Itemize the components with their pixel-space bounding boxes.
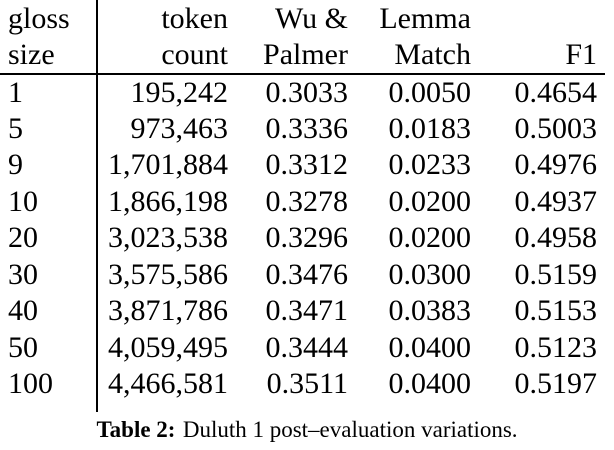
table-body: 1 195,242 0.3033 0.0050 0.4654 5 973,463… — [0, 74, 605, 412]
cell-lemma-match: 0.0200 — [388, 221, 472, 255]
header-f1: F1 — [471, 37, 605, 75]
header-gloss: gloss — [0, 0, 98, 37]
cell-token-count: 1,701,884 — [108, 148, 228, 182]
cell-wu-palmer: 0.3476 — [265, 257, 349, 291]
cell-lemma-match: 0.0383 — [388, 294, 472, 328]
cell-token-count: 1,866,198 — [108, 184, 228, 218]
cell-wu-palmer: 0.3312 — [265, 148, 349, 182]
header-wu: Wu & — [275, 1, 348, 35]
cell-token-count: 973,463 — [130, 111, 229, 145]
table-row: 50 4,059,495 0.3444 0.0400 0.5123 — [0, 329, 605, 366]
cell-lemma-match: 0.0400 — [388, 367, 472, 401]
header-lemma: Lemma — [379, 1, 471, 35]
cell-token-count: 3,023,538 — [108, 221, 228, 255]
cell-f1: 0.5197 — [514, 367, 598, 401]
table-row: 1 195,242 0.3033 0.0050 0.4654 — [0, 74, 605, 111]
header-size: size — [0, 37, 98, 75]
cell-f1: 0.5003 — [514, 111, 598, 145]
results-table: gloss token Wu & Lemma size count Palmer… — [0, 0, 605, 412]
header-match: Match — [348, 37, 471, 75]
cell-lemma-match: 0.0300 — [388, 257, 472, 291]
header-token: token — [161, 1, 228, 35]
cell-token-count: 195,242 — [130, 75, 229, 109]
header-f1-blank — [471, 0, 605, 37]
table-row: 20 3,023,538 0.3296 0.0200 0.4958 — [0, 220, 605, 257]
cell-f1: 0.4654 — [514, 75, 598, 109]
header-row-2: size count Palmer Match F1 — [0, 37, 605, 75]
caption-label: Table 2: — [96, 416, 176, 442]
cell-lemma-match: 0.0183 — [388, 111, 472, 145]
cell-f1: 0.4976 — [514, 148, 598, 182]
table-row: 9 1,701,884 0.3312 0.0233 0.4976 — [0, 147, 605, 184]
cell-f1: 0.5159 — [514, 257, 598, 291]
cell-wu-palmer: 0.3296 — [265, 221, 349, 255]
cell-gloss-size: 1 — [0, 74, 98, 111]
cell-lemma-match: 0.0233 — [388, 148, 472, 182]
cell-wu-palmer: 0.3471 — [265, 294, 349, 328]
cell-wu-palmer: 0.3336 — [265, 111, 349, 145]
cell-wu-palmer: 0.3278 — [265, 184, 349, 218]
cell-f1: 0.4958 — [514, 221, 598, 255]
cell-f1: 0.4937 — [514, 184, 598, 218]
table-header: gloss token Wu & Lemma size count Palmer… — [0, 0, 605, 75]
table-row: 10 1,866,198 0.3278 0.0200 0.4937 — [0, 183, 605, 220]
cell-gloss-size: 40 — [0, 293, 98, 330]
header-row-1: gloss token Wu & Lemma — [0, 0, 605, 37]
cell-wu-palmer: 0.3511 — [266, 367, 348, 401]
table-row: 5 973,463 0.3336 0.0183 0.5003 — [0, 110, 605, 147]
spacer-cell — [97, 403, 605, 412]
cell-gloss-size: 100 — [0, 366, 98, 403]
cell-f1: 0.5153 — [514, 294, 598, 328]
cell-wu-palmer: 0.3033 — [265, 75, 349, 109]
header-count: count — [97, 37, 228, 75]
cell-token-count: 3,871,786 — [108, 294, 228, 328]
cell-token-count: 4,059,495 — [108, 330, 228, 364]
rule-tail — [0, 402, 98, 412]
cell-gloss-size: 10 — [0, 183, 98, 220]
table-row: 100 4,466,581 0.3511 0.0400 0.5197 — [0, 366, 605, 403]
cell-token-count: 4,466,581 — [108, 367, 228, 401]
cell-gloss-size: 50 — [0, 329, 98, 366]
cell-gloss-size: 20 — [0, 220, 98, 257]
table-row: 30 3,575,586 0.3476 0.0300 0.5159 — [0, 256, 605, 293]
cell-f1: 0.5123 — [514, 330, 598, 364]
header-palmer: Palmer — [228, 37, 348, 75]
cell-wu-palmer: 0.3444 — [265, 330, 349, 364]
table-row: 40 3,871,786 0.3471 0.0383 0.5153 — [0, 293, 605, 330]
cell-lemma-match: 0.0050 — [388, 75, 472, 109]
cell-lemma-match: 0.0200 — [388, 184, 472, 218]
cell-lemma-match: 0.0400 — [388, 330, 472, 364]
rule-tail-spacer — [0, 402, 605, 412]
table-caption: Table 2: Duluth 1 post–evaluation variati… — [0, 417, 614, 443]
cell-token-count: 3,575,586 — [108, 257, 228, 291]
cell-gloss-size: 5 — [0, 110, 98, 147]
cell-gloss-size: 30 — [0, 256, 98, 293]
cell-gloss-size: 9 — [0, 147, 98, 184]
caption-text: Duluth 1 post–evaluation variations. — [182, 416, 518, 442]
